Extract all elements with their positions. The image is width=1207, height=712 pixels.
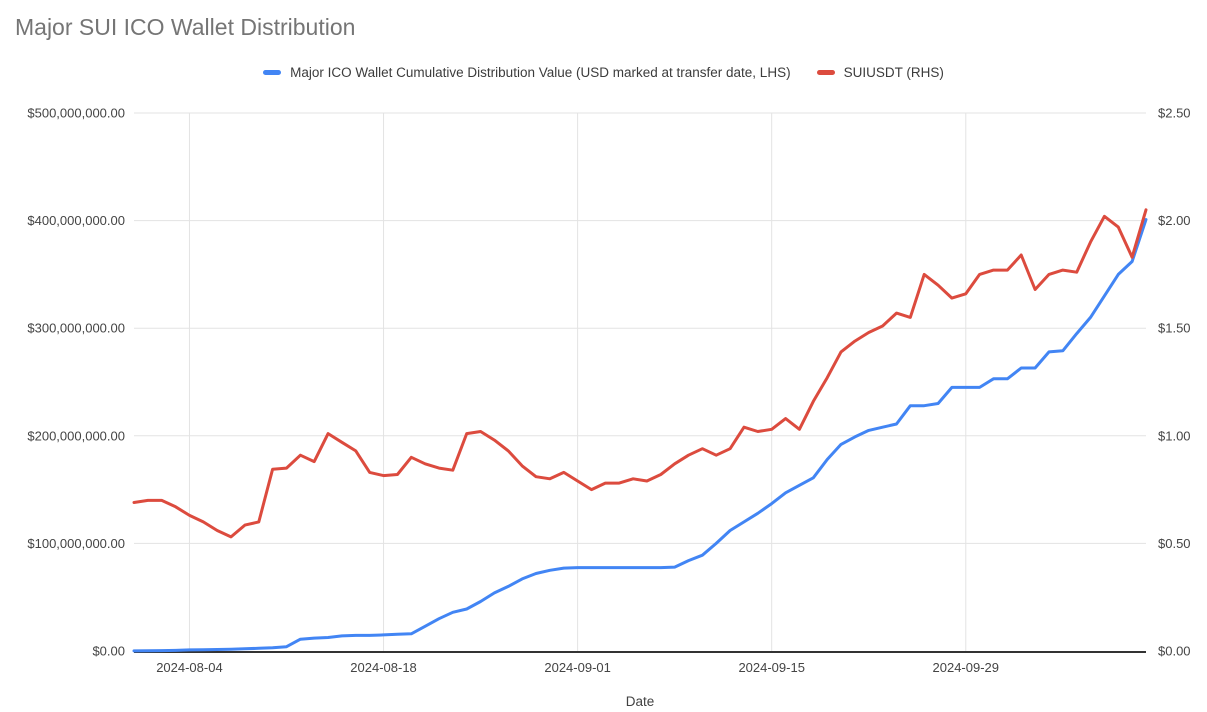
legend-item-suiusdt: SUIUSDT (RHS) [816, 64, 944, 80]
right-axis-tick-label: $1.00 [1158, 428, 1191, 443]
series-line-ico-wallet-cumulative [132, 218, 1148, 653]
x-axis-tick-label: 2024-08-18 [350, 660, 417, 675]
legend-swatch-red-icon [816, 69, 835, 75]
left-axis-tick-label: $200,000,000.00 [27, 428, 125, 443]
right-axis-tick-label: $1.50 [1158, 321, 1191, 336]
legend-label-ico-wallet: Major ICO Wallet Cumulative Distribution… [290, 64, 791, 80]
right-axis-tick-label: $2.50 [1158, 106, 1191, 121]
series-line-suiusdt [132, 208, 1148, 539]
x-axis-tick-label: 2024-08-04 [156, 660, 223, 675]
right-axis-tick-label: $0.50 [1158, 536, 1191, 551]
legend: Major ICO Wallet Cumulative Distribution… [0, 62, 1207, 82]
left-axis-tick-label: $100,000,000.00 [27, 536, 125, 551]
left-axis-tick-label: $400,000,000.00 [27, 213, 125, 228]
left-axis-tick-label: $300,000,000.00 [27, 321, 125, 336]
legend-label-suiusdt: SUIUSDT (RHS) [843, 64, 944, 80]
chart-title: Major SUI ICO Wallet Distribution [15, 14, 356, 40]
legend-item-ico-wallet: Major ICO Wallet Cumulative Distribution… [263, 64, 791, 80]
right-axis-tick-label: $0.00 [1158, 644, 1191, 659]
right-axis-tick-label: $2.00 [1158, 213, 1191, 228]
x-axis-title: Date [625, 694, 655, 709]
x-axis-tick-label: 2024-09-29 [933, 660, 1000, 675]
x-axis-tick-label: 2024-09-15 [738, 660, 805, 675]
left-axis-tick-label: $500,000,000.00 [27, 106, 125, 121]
legend-swatch-blue-icon [263, 69, 282, 75]
left-axis-tick-label: $0.00 [92, 644, 125, 659]
x-axis-tick-label: 2024-09-01 [544, 660, 611, 675]
